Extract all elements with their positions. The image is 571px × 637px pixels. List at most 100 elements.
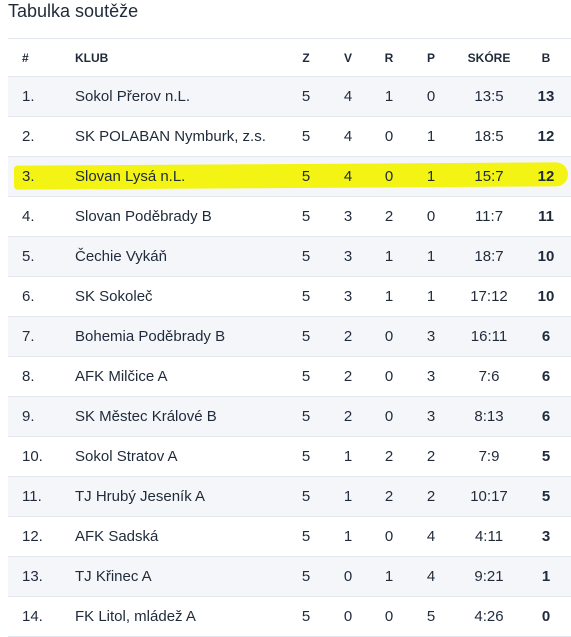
row-wins: 4	[343, 128, 353, 145]
header-wins: V	[343, 50, 352, 65]
header-draws: R	[384, 50, 394, 65]
row-club-name[interactable]: SK Sokoleč	[75, 288, 153, 305]
row-position: 2.	[22, 128, 35, 145]
table-header: # KLUB Z V R P SKÓRE B	[8, 38, 571, 77]
row-wins: 3	[343, 208, 353, 225]
table-row[interactable]: 5. Čechie Vykáň 5 3 1 1 18:7 10	[8, 237, 571, 277]
row-wins: 1	[343, 528, 353, 545]
row-points: 6	[541, 328, 551, 345]
row-points: 13	[537, 88, 555, 105]
row-club-name[interactable]: Slovan Lysá n.L.	[75, 168, 186, 185]
row-matches: 5	[301, 288, 311, 305]
header-score: SKÓRE	[467, 50, 511, 65]
page-title: Tabulka soutěže	[8, 1, 139, 21]
row-losses: 2	[426, 448, 436, 465]
row-matches: 5	[301, 568, 311, 585]
row-club-name[interactable]: Slovan Poděbrady B	[75, 208, 212, 225]
row-matches: 5	[301, 488, 311, 505]
table-row[interactable]: 11. TJ Hrubý Jeseník A 5 1 2 2 10:17 5	[8, 477, 571, 517]
table-row[interactable]: 9. SK Městec Králové B 5 2 0 3 8:13 6	[8, 397, 571, 437]
row-points: 11	[538, 208, 554, 225]
row-position: 4.	[22, 208, 35, 225]
row-losses: 2	[426, 488, 436, 505]
row-score: 9:21	[474, 568, 504, 585]
row-club-name[interactable]: Sokol Stratov A	[75, 448, 178, 465]
row-draws: 0	[384, 168, 394, 185]
row-losses: 3	[426, 408, 436, 425]
row-losses: 1	[426, 168, 436, 185]
row-score: 15:7	[474, 168, 504, 185]
row-matches: 5	[301, 208, 311, 225]
row-wins: 2	[343, 368, 353, 385]
row-club-name[interactable]: SK POLABAN Nymburk, z.s.	[75, 128, 266, 145]
header-matches: Z	[302, 50, 310, 65]
row-score: 4:26	[474, 608, 504, 625]
table-row[interactable]: 4. Slovan Poděbrady B 5 3 2 0 11:7 11	[8, 197, 571, 237]
row-draws: 0	[384, 528, 394, 545]
table-row[interactable]: 12. AFK Sadská 5 1 0 4 4:11 3	[8, 517, 571, 557]
table-row[interactable]: 10. Sokol Stratov A 5 1 2 2 7:9 5	[8, 437, 571, 477]
row-score: 13:5	[474, 88, 504, 105]
row-club-name[interactable]: Sokol Přerov n.L.	[75, 88, 191, 105]
row-points: 6	[541, 408, 551, 425]
row-draws: 0	[384, 608, 394, 625]
row-matches: 5	[301, 528, 311, 545]
row-matches: 5	[301, 328, 311, 345]
row-club-name[interactable]: Bohemia Poděbrady B	[75, 328, 226, 345]
row-losses: 3	[426, 368, 436, 385]
row-matches: 5	[301, 248, 311, 265]
row-draws: 0	[384, 408, 394, 425]
row-position: 3.	[22, 168, 35, 185]
table-row[interactable]: 2. SK POLABAN Nymburk, z.s. 5 4 0 1 18:5 12	[8, 117, 571, 157]
row-losses: 0	[426, 88, 436, 105]
row-wins: 3	[343, 248, 353, 265]
row-draws: 1	[384, 88, 394, 105]
row-losses: 3	[426, 328, 436, 345]
row-wins: 0	[343, 568, 353, 585]
table-row[interactable]: 14. FK Litol, mládež A 5 0 0 5 4:26 0	[8, 597, 571, 637]
row-club-name[interactable]: TJ Hrubý Jeseník A	[75, 488, 206, 505]
table-row[interactable]: 13. TJ Křinec A 5 0 1 4 9:21 1	[8, 557, 571, 597]
row-losses: 1	[426, 248, 436, 265]
row-score: 7:9	[478, 448, 500, 465]
row-club-name[interactable]: Čechie Vykáň	[75, 248, 167, 265]
row-score: 18:5	[474, 128, 504, 145]
header-points: B	[541, 50, 551, 65]
row-wins: 1	[343, 448, 353, 465]
row-position: 10.	[22, 448, 43, 465]
table-row[interactable]: 8. AFK Milčice A 5 2 0 3 7:6 6	[8, 357, 571, 397]
header-losses: P	[426, 50, 435, 65]
row-losses: 4	[426, 568, 436, 585]
row-club-name[interactable]: AFK Milčice A	[75, 368, 168, 385]
row-club-name[interactable]: TJ Křinec A	[75, 568, 152, 585]
row-points: 10	[537, 288, 555, 305]
row-points: 5	[541, 448, 551, 465]
row-points: 12	[537, 128, 555, 145]
row-position: 7.	[22, 328, 35, 345]
row-matches: 5	[301, 168, 311, 185]
row-draws: 2	[384, 208, 394, 225]
row-matches: 5	[301, 128, 311, 145]
row-wins: 4	[343, 88, 353, 105]
table-row[interactable]: 7. Bohemia Poděbrady B 5 2 0 3 16:11 6	[8, 317, 571, 357]
row-draws: 2	[384, 488, 394, 505]
row-score: 8:13	[474, 408, 504, 425]
row-position: 1.	[22, 88, 35, 105]
row-score: 17:12	[470, 288, 508, 305]
row-points: 12	[537, 168, 555, 185]
table-row[interactable]: 3. Slovan Lysá n.L. 5 4 0 1 15:7 12	[8, 157, 571, 197]
row-points: 1	[541, 568, 551, 585]
row-club-name[interactable]: FK Litol, mládež A	[75, 608, 196, 625]
row-draws: 0	[384, 368, 394, 385]
table-row[interactable]: 1. Sokol Přerov n.L. 5 4 1 0 13:5 13	[8, 77, 571, 117]
row-losses: 5	[426, 608, 436, 625]
row-matches: 5	[301, 608, 311, 625]
table-row[interactable]: 6. SK Sokoleč 5 3 1 1 17:12 10	[8, 277, 571, 317]
row-wins: 1	[343, 488, 353, 505]
row-club-name[interactable]: SK Městec Králové B	[75, 408, 217, 425]
row-wins: 0	[343, 608, 353, 625]
row-score: 7:6	[478, 368, 500, 385]
row-score: 4:11	[474, 528, 504, 545]
row-club-name[interactable]: AFK Sadská	[75, 528, 159, 545]
row-draws: 1	[384, 288, 394, 305]
